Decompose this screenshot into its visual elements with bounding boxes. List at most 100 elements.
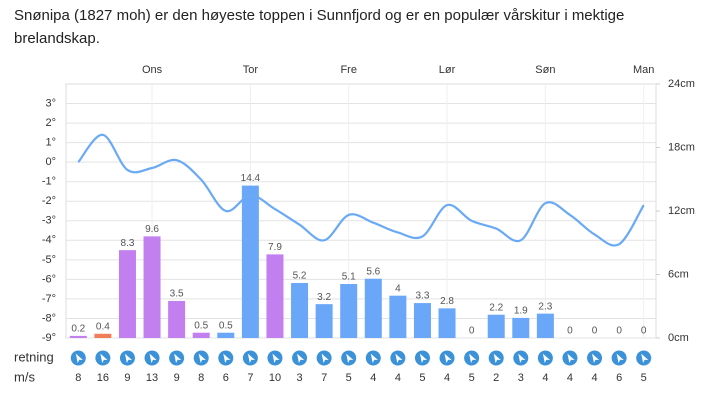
y2-tick-label: 6cm (668, 268, 689, 280)
wind-speed: 10 (269, 372, 281, 384)
wind-icon (587, 350, 603, 366)
wind-speed: 8 (75, 372, 81, 384)
wind-speed: 6 (223, 372, 229, 384)
bar-label: 3.3 (416, 291, 430, 302)
precip-bar (291, 282, 309, 338)
precip-bar (389, 295, 407, 338)
wind-speed: 6 (616, 372, 622, 384)
bar-label: 5.2 (293, 271, 307, 282)
y-tick-label: 0° (45, 156, 56, 168)
day-label: Fre (340, 64, 357, 76)
y-tick-label: 2° (45, 117, 56, 129)
wind-icon (292, 350, 308, 366)
y-tick-label: -4° (42, 234, 56, 246)
wind-icon (537, 350, 553, 366)
wind-arrow (149, 353, 157, 363)
bar-label: 9.6 (145, 224, 159, 235)
day-label: Tor (243, 64, 259, 76)
day-label: Man (633, 64, 654, 76)
bar-label: 0.5 (194, 320, 208, 331)
wind-icon (169, 350, 185, 366)
bar-label: 3.2 (317, 292, 331, 303)
precip-bar (69, 335, 87, 338)
y-tick-label: -2° (42, 195, 56, 207)
wind-speed: 5 (419, 372, 425, 384)
wind-direction-label: retning (14, 349, 54, 364)
wind-arrow (247, 353, 255, 363)
bar-label: 4 (395, 283, 401, 294)
wind-arrow (346, 353, 354, 363)
wind-icon (636, 350, 652, 366)
wind-speed: 7 (321, 372, 327, 384)
wind-arrow (395, 353, 403, 363)
wind-icon (562, 350, 578, 366)
wind-arrow (469, 353, 477, 363)
wind-speed: 4 (444, 372, 450, 384)
wind-speed: 9 (124, 372, 130, 384)
wind-arrow (542, 353, 550, 363)
wind-speed: 4 (370, 372, 376, 384)
y-tick-label: -7° (42, 293, 56, 305)
wind-speed: 4 (591, 372, 597, 384)
precip-bar (315, 304, 333, 338)
bar-label: 0 (641, 326, 647, 337)
wind-speed: 16 (97, 372, 109, 384)
wind-icon (611, 350, 627, 366)
temperature-line (77, 133, 645, 247)
y-tick-label: 3° (45, 97, 56, 109)
wind-arrow (370, 353, 378, 363)
precip-bar (94, 333, 112, 338)
wind-speed: 2 (493, 372, 499, 384)
y-tick-label: -6° (42, 273, 56, 285)
precip-bar (536, 313, 554, 338)
wind-icon (439, 350, 455, 366)
precip-bar (266, 254, 284, 338)
wind-icon (70, 350, 86, 366)
wind-speed: 3 (296, 372, 302, 384)
wind-icon (119, 350, 135, 366)
bar-label: 3.5 (170, 289, 184, 300)
bar-label: 14.4 (241, 173, 261, 184)
precip-bar (217, 332, 235, 338)
wind-speed: 4 (567, 372, 573, 384)
wind-speed: 3 (518, 372, 524, 384)
y-tick-label: -5° (42, 254, 56, 266)
wind-arrow (100, 353, 108, 363)
y2-tick-label: 18cm (668, 141, 695, 153)
bar-label: 5.6 (366, 266, 380, 277)
wind-icon (144, 350, 160, 366)
wind-speed: 7 (247, 372, 253, 384)
wind-speed: 8 (198, 372, 204, 384)
wind-icon (390, 350, 406, 366)
wind-speed: 5 (469, 372, 475, 384)
day-label: Søn (535, 64, 555, 76)
wind-arrow (518, 353, 526, 363)
wind-speed: 4 (542, 372, 548, 384)
bar-label: 0 (567, 326, 573, 337)
wind-icon (193, 350, 209, 366)
y2-tick-label: 0cm (668, 332, 689, 344)
bar-label: 0.2 (71, 324, 85, 335)
bar-label: 2.8 (440, 296, 454, 307)
wind-arrow (272, 353, 280, 363)
wind-speed: 4 (395, 372, 401, 384)
bar-label: 0 (616, 326, 622, 337)
precip-bar (192, 332, 210, 338)
precip-bar (487, 314, 505, 338)
wind-icon (95, 350, 111, 366)
wind-arrow (174, 353, 182, 363)
bar-label: 8.3 (121, 238, 135, 249)
bar-label: 1.9 (514, 306, 528, 317)
precip-bar (413, 303, 431, 338)
day-label: Lør (439, 64, 456, 76)
y-tick-label: -3° (42, 215, 56, 227)
precip-bar (438, 308, 456, 338)
y-tick-label: -1° (42, 176, 56, 188)
title: Snønipa (1827 moh) er den høyeste toppen… (14, 7, 625, 47)
wind-speed: 9 (174, 372, 180, 384)
wind-icon (316, 350, 332, 366)
bar-label: 0 (592, 326, 598, 337)
wind-arrow (567, 353, 575, 363)
